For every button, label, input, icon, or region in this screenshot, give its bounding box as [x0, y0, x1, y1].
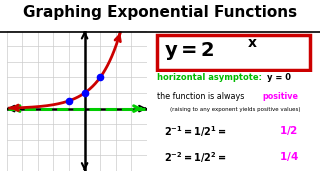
Text: horizontal asymptote:: horizontal asymptote: [157, 73, 262, 82]
Text: $\mathbf{1/4}$: $\mathbf{1/4}$ [279, 150, 299, 163]
Text: (raising to any exponent yields positive values): (raising to any exponent yields positive… [170, 107, 300, 112]
Text: $\mathbf{2^{-1} = 1/2^{1} = }$: $\mathbf{2^{-1} = 1/2^{1} = }$ [164, 124, 227, 139]
Text: the function is always: the function is always [157, 92, 247, 101]
Text: $\mathbf{y = 2}$: $\mathbf{y = 2}$ [164, 40, 214, 62]
FancyBboxPatch shape [157, 35, 310, 70]
Text: Graphing Exponential Functions: Graphing Exponential Functions [23, 5, 297, 20]
Text: positive: positive [262, 92, 298, 101]
Text: $\mathbf{x}$: $\mathbf{x}$ [247, 37, 258, 50]
Text: $\mathbf{2^{-2} = 1/2^{2} = }$: $\mathbf{2^{-2} = 1/2^{2} = }$ [164, 150, 227, 165]
Text: $\mathbf{1/2}$: $\mathbf{1/2}$ [279, 124, 298, 137]
Text: y = 0: y = 0 [268, 73, 292, 82]
